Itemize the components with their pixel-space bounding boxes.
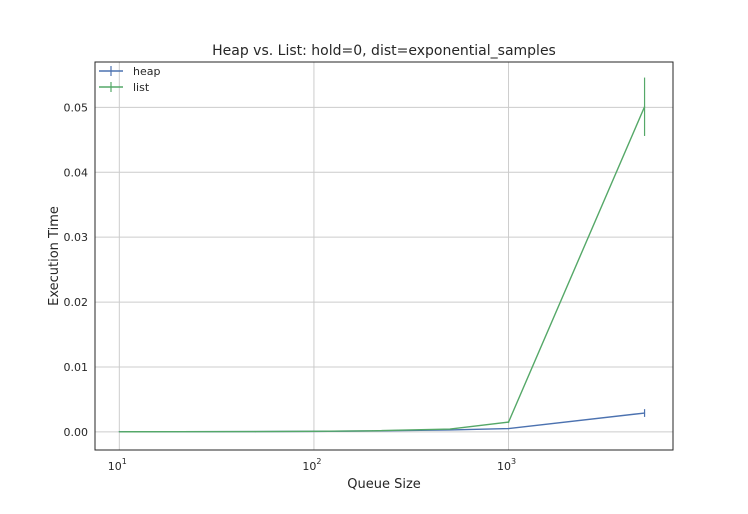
chart-title: Heap vs. List: hold=0, dist=exponential_… <box>212 43 556 59</box>
y-tick-label: 0.05 <box>64 101 89 114</box>
x-axis-label: Queue Size <box>347 477 421 492</box>
legend: heap list <box>99 65 160 94</box>
x-tick-exponent: 1 <box>122 457 127 466</box>
y-tick-label: 0.00 <box>64 426 89 439</box>
series-line-list <box>119 106 646 433</box>
y-tick-label: 0.04 <box>64 166 89 179</box>
x-tick-base: 10 <box>497 460 511 473</box>
x-tick-base: 10 <box>108 460 122 473</box>
data-point-list <box>313 430 315 432</box>
data-point-list <box>177 431 179 433</box>
y-tick-label: 0.02 <box>64 296 89 309</box>
y-tick-label: 0.01 <box>64 361 89 374</box>
y-axis-label: Execution Time <box>47 206 62 306</box>
data-point-list <box>254 430 256 433</box>
legend-item-list: list <box>99 81 150 94</box>
x-tick-exponent: 2 <box>316 457 321 466</box>
legend-label: list <box>133 81 150 94</box>
series-layer <box>118 77 646 433</box>
data-point-list <box>371 430 374 432</box>
data-point-list <box>118 431 120 433</box>
grid <box>95 62 673 450</box>
legend-label: heap <box>133 65 160 78</box>
x-tick-base: 10 <box>302 460 316 473</box>
data-point-list <box>449 428 451 430</box>
x-tick-exponent: 3 <box>511 457 516 466</box>
plot-frame <box>94 61 674 451</box>
x-tick-label: 103 <box>497 457 516 473</box>
series-line-heap <box>119 412 645 433</box>
x-tick-label: 101 <box>108 457 127 473</box>
y-tick-label: 0.03 <box>64 231 89 244</box>
x-tick-label: 102 <box>302 457 321 473</box>
legend-item-heap: heap <box>99 65 160 78</box>
